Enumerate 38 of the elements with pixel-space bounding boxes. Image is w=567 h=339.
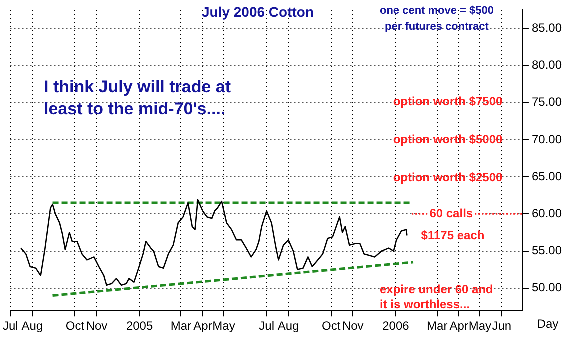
- y-tick-label: 60.00: [532, 206, 562, 220]
- x-tick-label: Jul: [3, 319, 18, 334]
- y-tick-label: 85.00: [532, 21, 562, 36]
- annotation: expire under 60 and: [380, 282, 494, 296]
- annotation: least to the mid-70's....: [44, 100, 226, 119]
- x-tick-label: Oct: [66, 319, 86, 334]
- annotation: it is worthless...: [380, 297, 470, 312]
- annotation: per futures contract: [385, 21, 490, 34]
- y-tick-label: 55.00: [532, 244, 562, 258]
- x-tick-label: Jun: [492, 319, 512, 334]
- y-tick-label: 80.00: [532, 58, 562, 72]
- x-tick-label: Mar: [170, 319, 192, 334]
- y-tick-label: 50.00: [532, 280, 562, 295]
- x-tick-label: Apr: [450, 319, 468, 334]
- x-tick-label: May: [468, 319, 492, 334]
- x-tick-label: 2005: [126, 319, 154, 334]
- annotation: $1175 each: [421, 228, 485, 242]
- x-tick-label: Nov: [86, 319, 108, 334]
- annotation: option worth $5000: [393, 132, 503, 146]
- y-tick-label: 75.00: [532, 95, 562, 110]
- annotation: option worth $7500: [393, 94, 503, 108]
- x-tick-label: 2006: [382, 319, 410, 334]
- annotation: one cent move = $500: [380, 5, 494, 18]
- y-tick-label: 70.00: [532, 132, 562, 146]
- annotation: option worth $2500: [393, 170, 503, 184]
- x-tick-label: Aug: [278, 319, 300, 334]
- annotation: I think July will trade at: [44, 78, 232, 97]
- x-tick-label: Jul: [259, 319, 274, 334]
- y-tick-label: 65.00: [532, 169, 562, 184]
- x-tick-label: Apr: [194, 319, 212, 334]
- x-tick-label: Oct: [322, 319, 342, 334]
- chart-title: July 2006 Cotton: [202, 4, 314, 20]
- x-tick-label: Mar: [427, 319, 448, 334]
- x-tick-label: Aug: [22, 319, 44, 334]
- annotation: 60 calls: [430, 206, 474, 220]
- x-tick-label: Nov: [342, 319, 364, 334]
- x-axis-title: Day: [537, 316, 559, 331]
- x-tick-label: May: [212, 319, 236, 334]
